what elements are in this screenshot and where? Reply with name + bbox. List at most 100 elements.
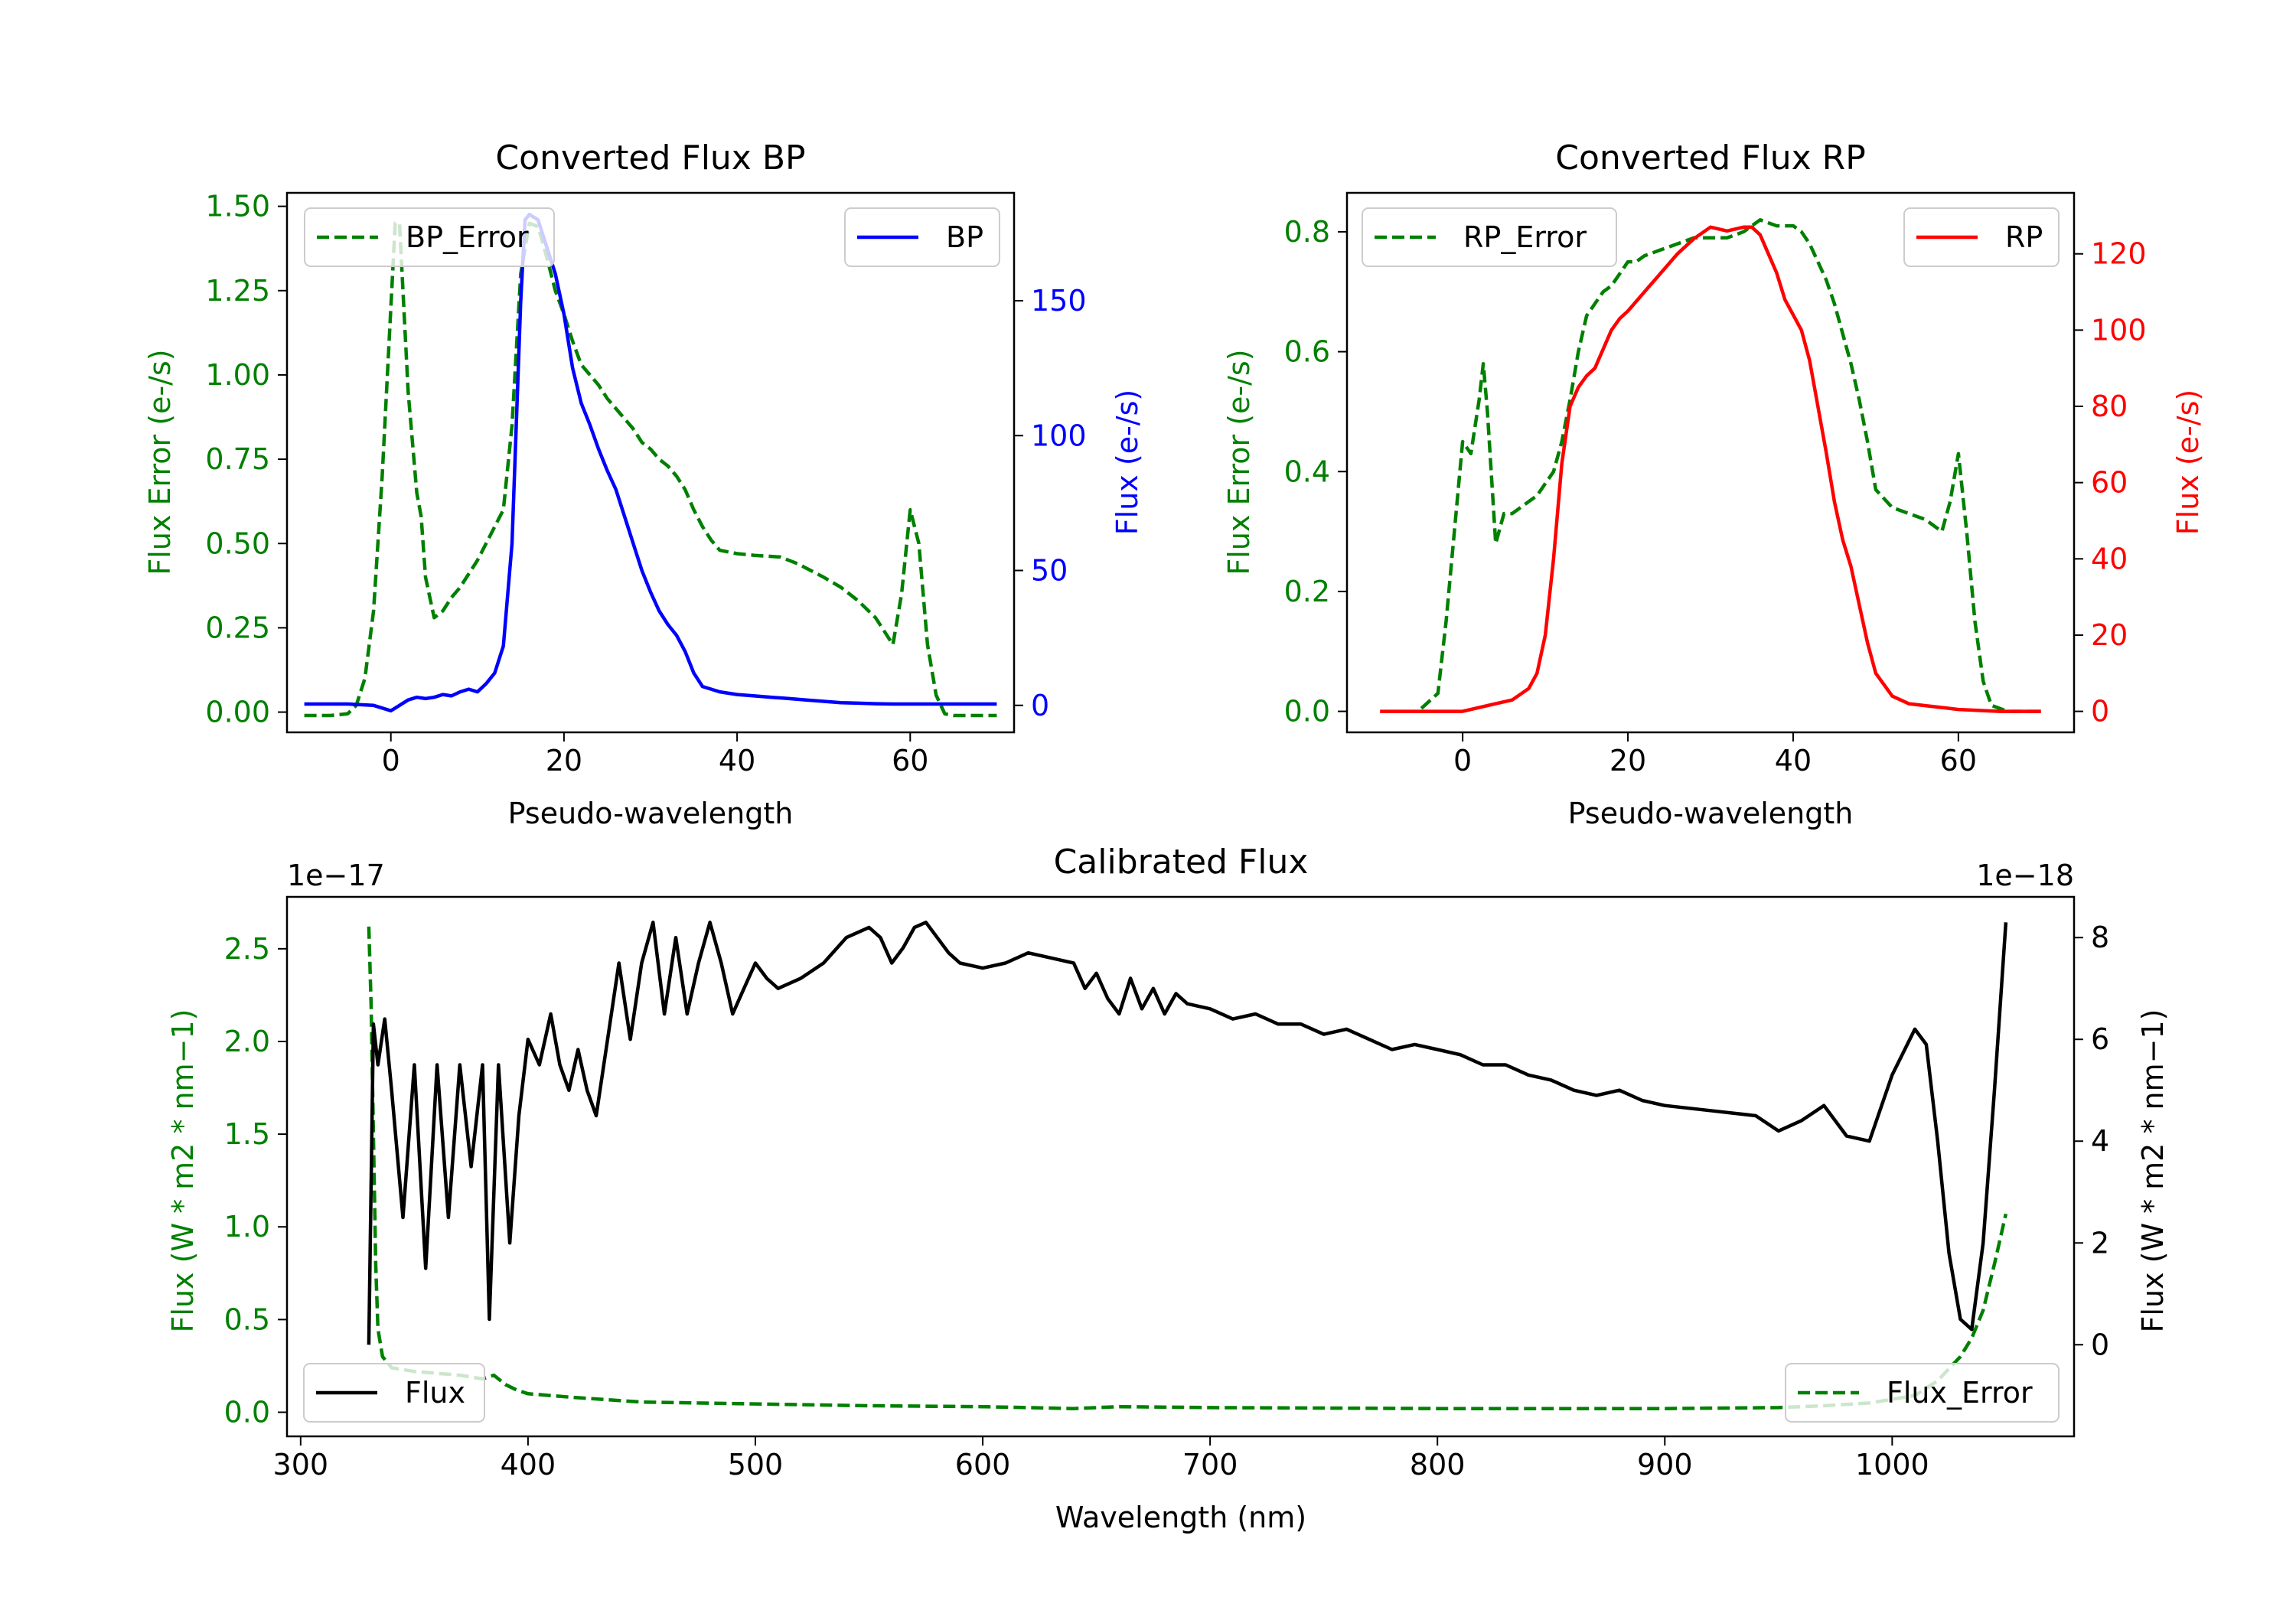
cal-panel: Calibrated Flux 1e−17 1e−18 300 400 500 600…	[166, 843, 2170, 1534]
cal-x-tick-label: 900	[1637, 1448, 1693, 1482]
rp-plot-area	[1380, 218, 2041, 713]
cal-legend-flux-label: Flux	[405, 1376, 465, 1410]
cal-axes-frame	[285, 895, 2076, 1438]
bp-y-left-tick-label: 0.50	[205, 526, 270, 560]
cal-series-flux-line	[367, 921, 2008, 1345]
bp-y-right-tick-label: 150	[1031, 284, 1087, 318]
rp-legend-right-box	[1903, 207, 2060, 267]
cal-y-left-tick-label: 2.0	[224, 1025, 270, 1058]
rp-y-left-label: Flux Error (e-/s)	[1222, 349, 1256, 575]
bp-y-left-tick-label: 1.50	[205, 190, 270, 223]
bp-y-right-tick-label: 50	[1031, 554, 1068, 588]
rp-y-right-tick-label: 20	[2091, 618, 2128, 652]
bp-plot-area	[304, 212, 997, 718]
rp-title: Converted Flux RP	[1555, 139, 1866, 178]
cal-legend-left: Flux	[303, 1363, 485, 1423]
cal-offset-right: 1e−18	[1976, 859, 2074, 892]
cal-y-left-tick-label: 0.5	[224, 1302, 270, 1336]
bp-legend-right-box	[844, 207, 1000, 267]
bp-x-tick-label: 40	[719, 744, 755, 777]
cal-x-tick-label: 400	[501, 1448, 556, 1482]
bp-legend-left-box	[304, 207, 555, 267]
rp-y-left-tick-label: 0.2	[1284, 575, 1330, 608]
rp-y-right-tick-label: 100	[2091, 313, 2147, 347]
rp-y-right-tick-label: 120	[2091, 237, 2147, 271]
rp-y-right-ticks: 0 20 40 60 80 100 120	[2074, 237, 2147, 729]
rp-legend-right: RP	[1903, 207, 2060, 267]
bp-panel: Converted Flux BP 0 20 40 60 0.000.250.500.…	[143, 139, 1144, 830]
bp-x-ticks: 0 20 40 60	[382, 732, 928, 777]
bp-y-left-tick-label: 1.00	[205, 358, 270, 392]
cal-y-left-tick-label: 0.0	[224, 1396, 270, 1429]
bp-y-right-tick-label: 0	[1031, 689, 1049, 722]
cal-y-right-tick-label: 2	[2091, 1226, 2109, 1260]
rp-y-left-tick-label: 0.4	[1284, 455, 1330, 488]
cal-y-left-ticks: 0.0 0.5 1.0 1.5 2.0 2.5	[224, 932, 287, 1429]
rp-y-right-tick-label: 0	[2091, 695, 2109, 729]
cal-x-tick-label: 300	[273, 1448, 329, 1482]
cal-x-tick-label: 500	[728, 1448, 784, 1482]
bp-series-bp-line	[304, 212, 997, 713]
bp-title: Converted Flux BP	[495, 139, 805, 178]
rp-x-tick-label: 0	[1453, 744, 1472, 777]
bp-y-left-tick-label: 1.25	[205, 274, 270, 308]
cal-y-left-tick-label: 1.5	[224, 1117, 270, 1151]
bp-x-tick-label: 0	[382, 744, 400, 777]
cal-x-tick-label: 700	[1182, 1448, 1238, 1482]
cal-y-right-tick-label: 8	[2091, 921, 2109, 954]
cal-legend-right-box	[1785, 1363, 2060, 1423]
bp-y-right-ticks: 0 50 100 150	[1014, 284, 1087, 722]
bp-legend-right: BP	[844, 207, 1000, 267]
cal-y-left-label-text: Flux (W * m2 * nm−1)	[166, 1009, 200, 1333]
rp-y-right-tick-label: 80	[2091, 390, 2128, 423]
rp-legend-flux-label: RP	[2005, 220, 2043, 254]
rp-y-right-tick-label: 40	[2091, 542, 2128, 575]
rp-y-right-label: Flux (e-/s)	[2171, 390, 2205, 535]
rp-axes-frame	[1345, 191, 2076, 734]
bp-x-label: Pseudo-wavelength	[508, 797, 794, 830]
rp-x-tick-label: 20	[1609, 744, 1646, 777]
bp-y-right-label: Flux (e-/s)	[1110, 390, 1144, 535]
cal-y-left-label: Flux (W * m2 * nm−1)	[166, 1009, 200, 1333]
rp-y-right-tick-label: 60	[2091, 466, 2128, 500]
cal-title: Calibrated Flux	[1054, 843, 1309, 882]
bp-x-tick-label: 60	[892, 744, 928, 777]
rp-x-ticks: 0 20 40 60	[1453, 732, 1977, 777]
rp-legend-error-label: RP_Error	[1463, 220, 1587, 254]
rp-x-tick-label: 60	[1940, 744, 1977, 777]
bp-legend-flux-label: BP	[946, 220, 983, 254]
cal-legend-left-box	[303, 1363, 485, 1423]
rp-legend-left-box	[1362, 207, 1617, 267]
rp-y-left-ticks: 0.0 0.2 0.4 0.6 0.8	[1284, 215, 1347, 729]
cal-y-right-label: Flux (W * m2 * nm−1)	[2136, 1009, 2170, 1333]
cal-y-left-tick-label: 1.0	[224, 1210, 270, 1244]
cal-offset-left: 1e−17	[287, 859, 385, 892]
rp-panel: Converted Flux RP 0 20 40 60 0.00.20.40.60.…	[1222, 139, 2205, 830]
bp-series-bp-error-line	[304, 221, 997, 718]
rp-y-left-tick-label: 0.6	[1284, 335, 1330, 369]
cal-y-right-tick-label: 0	[2091, 1328, 2109, 1361]
bp-y-right-tick-label: 100	[1031, 419, 1087, 452]
bp-y-left-label: Flux Error (e-/s)	[143, 349, 177, 575]
cal-x-tick-label: 600	[955, 1448, 1011, 1482]
cal-y-left-tick-label: 2.5	[224, 932, 270, 966]
bp-series-group	[304, 212, 997, 718]
bp-axes-frame	[285, 191, 1016, 734]
rp-x-label: Pseudo-wavelength	[1568, 797, 1854, 830]
cal-y-right-tick-label: 4	[2091, 1124, 2109, 1158]
cal-x-ticks: 300 400 500 600 700 800 900 1000	[273, 1436, 1929, 1482]
rp-y-left-tick-label: 0.8	[1284, 215, 1330, 249]
rp-legend-left: RP_Error	[1362, 207, 1617, 267]
cal-legend-right: Flux_Error	[1785, 1363, 2060, 1423]
bp-y-left-ticks: 0.00 0.25 0.50 0.75 1.00 1.25 1.50	[205, 190, 287, 729]
cal-y-right-ticks: 0 2 4 6 8	[2074, 921, 2109, 1361]
cal-x-label: Wavelength (nm)	[1055, 1501, 1306, 1534]
cal-x-tick-label: 1000	[1855, 1448, 1929, 1482]
rp-x-tick-label: 40	[1775, 744, 1812, 777]
bp-y-left-tick-label: 0.00	[205, 696, 270, 729]
bp-legend-error-label: BP_Error	[406, 220, 529, 254]
rp-series-rp-line	[1380, 225, 2041, 713]
bp-legend-left: BP_Error	[304, 207, 555, 267]
